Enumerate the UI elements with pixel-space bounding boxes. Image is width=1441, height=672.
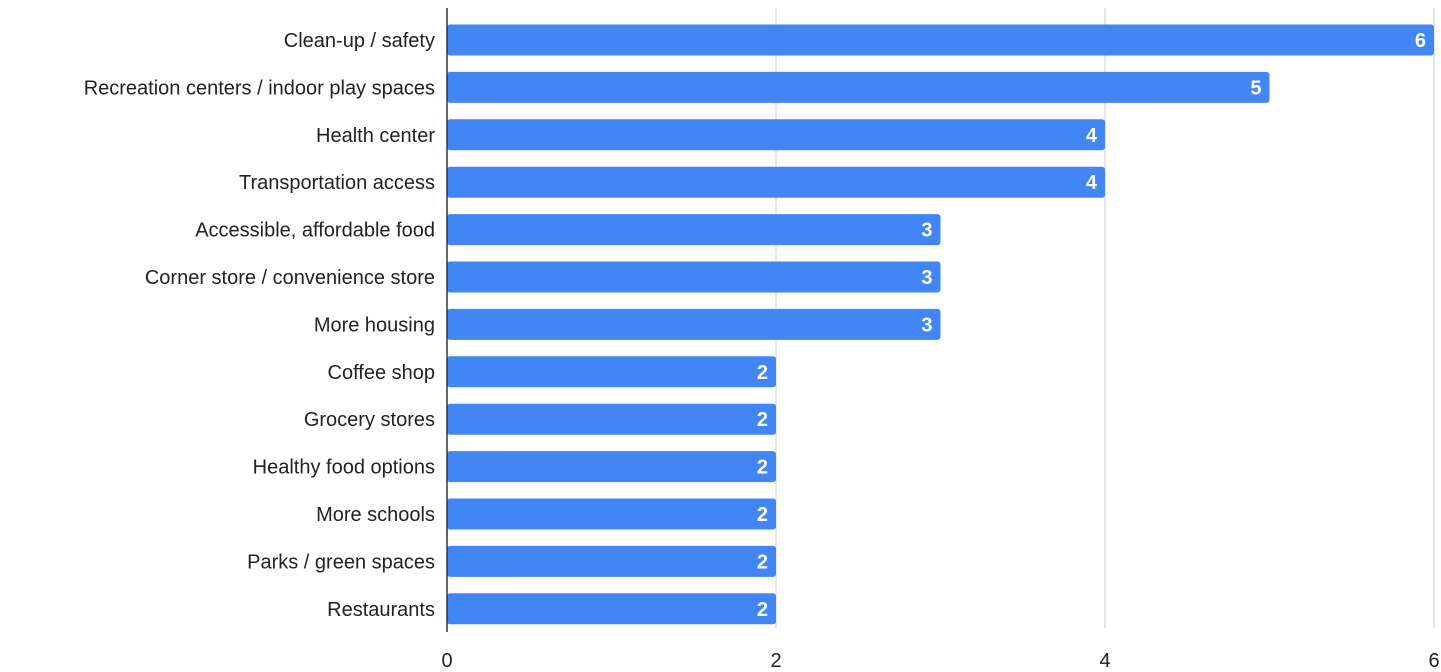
- data-label: 2: [757, 362, 768, 384]
- bar: [447, 71, 1270, 103]
- bar: [447, 498, 776, 530]
- data-label: 3: [921, 267, 932, 289]
- category-label: Healthy food options: [253, 457, 435, 479]
- labels: 0 2 4 6 Clean-up / safety 6 Recreation centers…: [84, 30, 1440, 672]
- bar: [447, 403, 776, 435]
- x-tick-label: 4: [1099, 650, 1110, 672]
- bar: [447, 451, 776, 483]
- bar: [447, 24, 1434, 56]
- data-label: 4: [1086, 172, 1098, 194]
- bar: [447, 545, 776, 577]
- data-label: 3: [921, 314, 932, 336]
- category-label: Corner store / convenience store: [145, 267, 435, 289]
- x-tick-label: 0: [441, 650, 452, 672]
- bar: [447, 356, 776, 388]
- category-label: Coffee shop: [328, 362, 436, 384]
- x-tick-label: 6: [1428, 650, 1439, 672]
- category-label: Grocery stores: [304, 409, 435, 431]
- data-label: 3: [921, 220, 932, 242]
- category-label: Health center: [316, 125, 435, 147]
- bar: [447, 214, 941, 246]
- data-label: 2: [757, 457, 768, 479]
- bars: [447, 24, 1434, 625]
- data-label: 2: [757, 551, 768, 573]
- bar: [447, 166, 1105, 198]
- category-label: Parks / green spaces: [247, 551, 435, 573]
- category-label: More housing: [314, 314, 435, 336]
- category-label: Transportation access: [239, 172, 435, 194]
- bar: [447, 308, 941, 340]
- data-label: 6: [1415, 30, 1426, 52]
- category-label: More schools: [316, 504, 435, 526]
- category-label: Clean-up / safety: [284, 30, 435, 52]
- data-label: 5: [1250, 77, 1261, 99]
- category-label: Accessible, affordable food: [195, 220, 435, 242]
- data-label: 4: [1086, 125, 1098, 147]
- data-label: 2: [757, 599, 768, 621]
- category-label: Restaurants: [327, 599, 435, 621]
- bar: [447, 593, 776, 625]
- bar: [447, 119, 1105, 151]
- x-tick-label: 2: [770, 650, 781, 672]
- data-label: 2: [757, 409, 768, 431]
- bar: [447, 261, 941, 293]
- data-label: 2: [757, 504, 768, 526]
- category-label: Recreation centers / indoor play spaces: [84, 77, 435, 99]
